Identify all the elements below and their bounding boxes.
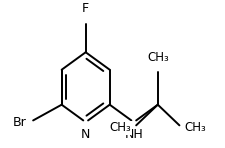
Text: N: N [81,128,90,141]
Text: CH₃: CH₃ [146,51,168,64]
Text: CH₃: CH₃ [183,121,205,134]
Text: Br: Br [13,116,27,129]
Text: F: F [82,2,89,15]
Text: CH₃: CH₃ [109,121,131,134]
Text: NH: NH [124,128,142,141]
